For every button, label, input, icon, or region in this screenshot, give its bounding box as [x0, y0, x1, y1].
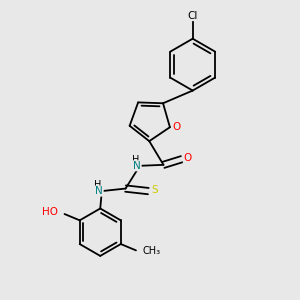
Text: H: H — [132, 155, 140, 165]
Text: O: O — [173, 122, 181, 132]
Text: HO: HO — [42, 207, 58, 217]
Text: N: N — [95, 186, 103, 196]
Text: Cl: Cl — [188, 11, 198, 21]
Text: H: H — [94, 180, 102, 190]
Text: S: S — [151, 185, 158, 195]
Text: CH₃: CH₃ — [143, 246, 161, 256]
Text: N: N — [134, 161, 141, 171]
Text: O: O — [183, 153, 192, 163]
